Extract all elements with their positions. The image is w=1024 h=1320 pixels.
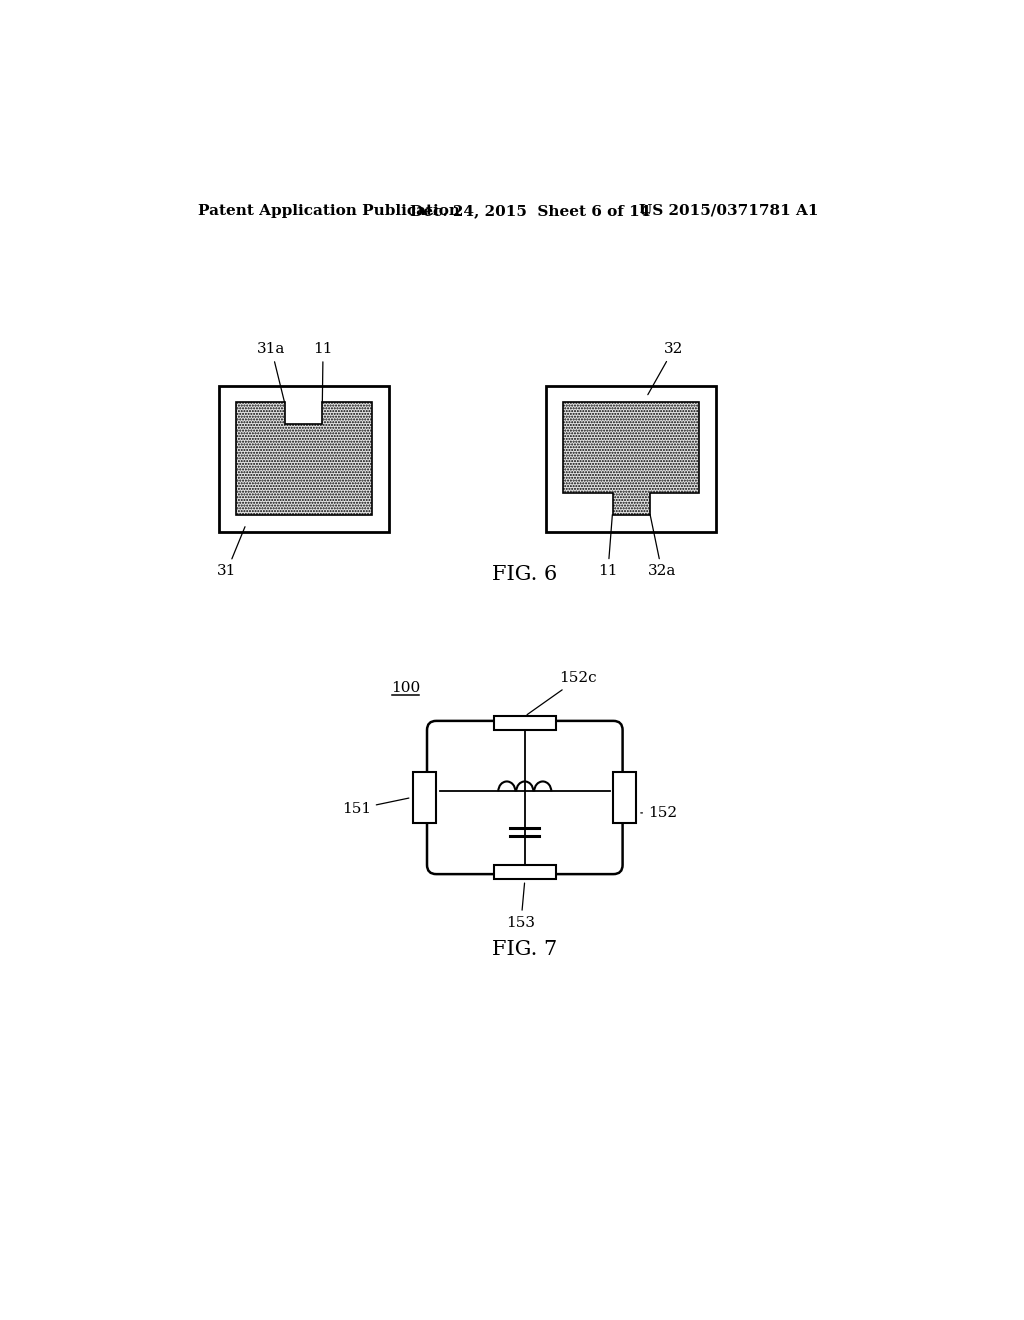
Text: 100: 100: [391, 681, 421, 696]
Bar: [494, 865, 556, 879]
Bar: [494, 717, 556, 730]
Polygon shape: [237, 403, 372, 515]
Text: 32: 32: [648, 342, 683, 395]
Text: 153: 153: [507, 883, 536, 929]
Text: FIG. 6: FIG. 6: [493, 565, 557, 583]
Polygon shape: [563, 403, 698, 515]
FancyBboxPatch shape: [427, 721, 623, 874]
Text: 31: 31: [217, 527, 245, 578]
Text: US 2015/0371781 A1: US 2015/0371781 A1: [639, 203, 818, 218]
Bar: [547, 385, 716, 532]
Text: FIG. 7: FIG. 7: [493, 940, 557, 960]
Text: 32a: 32a: [647, 515, 676, 578]
Bar: [413, 772, 436, 822]
Text: Patent Application Publication: Patent Application Publication: [199, 203, 461, 218]
Text: Dec. 24, 2015  Sheet 6 of 14: Dec. 24, 2015 Sheet 6 of 14: [410, 203, 650, 218]
Text: 152c: 152c: [527, 672, 597, 714]
Text: 151: 151: [342, 799, 409, 816]
Text: 11: 11: [598, 515, 617, 578]
Bar: [613, 772, 637, 822]
Text: 31a: 31a: [257, 342, 286, 403]
Text: 152: 152: [641, 807, 677, 820]
Bar: [219, 385, 388, 532]
Text: 11: 11: [313, 342, 333, 403]
